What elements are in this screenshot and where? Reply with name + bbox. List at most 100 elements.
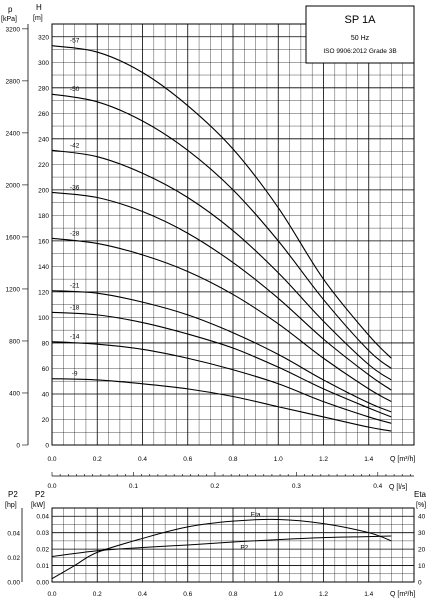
head-p-tick-label: 1600 — [6, 234, 21, 241]
head-chart-frame — [51, 23, 415, 446]
head-curve — [51, 45, 392, 359]
power-eta-tick-label: 30 — [418, 530, 426, 537]
head-curve — [51, 311, 392, 418]
head-h-tick-label: 320 — [38, 34, 49, 41]
power-kw-tick-label: 0.02 — [36, 547, 49, 554]
head-curve-label: -9 — [72, 371, 78, 378]
head-h-tick-label: 120 — [38, 289, 49, 296]
power-left-axis-unit: [hp] — [5, 502, 17, 509]
head-curve — [51, 378, 392, 432]
power-chart-grid — [21, 507, 415, 583]
head-p-tick-label: 0 — [16, 443, 20, 450]
power-curves — [51, 518, 392, 580]
power-x-axis-label: Q [m³/h] — [390, 591, 415, 598]
power-right-axis-symbol: Eta — [414, 490, 427, 499]
info-box-frequency: 50 Hz — [351, 35, 370, 42]
head-x-tick-label: 1.0 — [274, 456, 283, 463]
head-left-axis-symbol: p — [8, 5, 13, 14]
head-h-tick-label: 20 — [42, 417, 50, 424]
power-right-axis-unit: [%] — [416, 502, 426, 509]
head-curve — [51, 237, 392, 403]
power-x-tick-label: 1.4 — [364, 591, 373, 598]
info-box: SP 1A 50 Hz ISO 9906:2012 Grade 3B — [305, 5, 415, 64]
head-curve-label: -57 — [70, 38, 80, 45]
flow-axis-tick-label: 0.0 — [47, 483, 56, 490]
head-p-tick-label: 2000 — [6, 182, 21, 189]
power-left2-axis-symbol: P2 — [35, 490, 45, 499]
info-box-standard: ISO 9906:2012 Grade 3B — [323, 48, 396, 55]
p2-curve-label: P2 — [240, 544, 248, 551]
head-right-axis-symbol: H — [36, 3, 42, 12]
head-h-tick-label: 260 — [38, 111, 49, 118]
head-curve-label: -18 — [70, 304, 80, 311]
head-x-tick-label: 1.4 — [364, 456, 373, 463]
power-x-tick-label: 0.6 — [183, 591, 192, 598]
head-p-tick-label: 2400 — [6, 130, 21, 137]
power-hp-tick-label: 0.00 — [7, 580, 20, 587]
power-kw-tick-label: 0.04 — [36, 514, 49, 521]
power-x-tick-label: 1.2 — [319, 591, 328, 598]
power-x-tick-label: 0.2 — [93, 591, 102, 598]
flow-axis-tick-label: 0.1 — [129, 483, 138, 490]
power-kw-tick-label: 0.00 — [36, 580, 49, 587]
power-hp-tick-label: 0.02 — [7, 555, 20, 562]
head-left-axis-unit: [kPa] — [1, 16, 17, 23]
head-curve — [51, 191, 392, 391]
head-h-tick-label: 300 — [38, 60, 49, 67]
power-x-tick-label: 0.4 — [138, 591, 147, 598]
head-p-tick-label: 1200 — [6, 286, 21, 293]
head-x-tick-label: 0.4 — [138, 456, 147, 463]
head-chart-grid — [22, 23, 415, 477]
head-curve — [51, 93, 392, 369]
flow-axis-tick-label: 0.3 — [292, 483, 301, 490]
curve-labels: -57 -50 -42 -36 -28 -21 -18 -14 -9 Eta P2 — [70, 38, 261, 552]
power-eta-tick-label: 10 — [418, 563, 426, 570]
head-p-tick-label: 800 — [9, 338, 20, 345]
head-p-tick-label: 3200 — [6, 26, 21, 33]
head-x-tick-label: 0.6 — [183, 456, 192, 463]
head-x-tick-label: 0.8 — [228, 456, 237, 463]
eta-curve-label: Eta — [251, 512, 261, 519]
head-x-tick-label: 0.2 — [93, 456, 102, 463]
head-x-axis-label: Q [m³/h] — [390, 456, 415, 463]
head-curve-label: -21 — [70, 283, 80, 290]
p2-curve — [51, 535, 392, 558]
power-x-tick-label: 0.8 — [228, 591, 237, 598]
head-h-tick-label: 0 — [45, 443, 49, 450]
power-x-tick-label: 1.0 — [274, 591, 283, 598]
power-x-tick-label: 0.0 — [47, 591, 56, 598]
power-eta-tick-label: 20 — [418, 547, 426, 554]
head-h-tick-label: 40 — [42, 391, 50, 398]
head-curve-label: -42 — [70, 142, 80, 149]
head-curve-label: -36 — [70, 184, 80, 191]
head-h-tick-label: 160 — [38, 238, 49, 245]
power-kw-tick-label: 0.03 — [36, 530, 49, 537]
head-h-tick-label: 60 — [42, 366, 50, 373]
head-h-tick-label: 140 — [38, 264, 49, 271]
head-curve — [51, 149, 392, 381]
head-curve-label: -28 — [70, 230, 80, 237]
flow-axis-tick-label: 0.2 — [210, 483, 219, 490]
power-left-axis-symbol: P2 — [8, 490, 18, 499]
head-h-tick-label: 180 — [38, 213, 49, 220]
head-x-tick-label: 0.0 — [47, 456, 56, 463]
eta-curve — [51, 518, 392, 580]
power-eta-tick-label: 0 — [418, 580, 422, 587]
head-p-tick-label: 2800 — [6, 78, 21, 85]
head-curve — [51, 290, 392, 413]
info-box-title: SP 1A — [345, 14, 377, 26]
head-h-tick-label: 280 — [38, 85, 49, 92]
head-curve-label: -50 — [70, 86, 80, 93]
head-h-tick-label: 80 — [42, 340, 50, 347]
head-curve-label: -14 — [70, 334, 80, 341]
power-chart-frame — [51, 507, 415, 583]
head-curve — [51, 341, 392, 424]
head-h-tick-label: 240 — [38, 136, 49, 143]
flow-axis-tick-label: 0.4 — [373, 483, 382, 490]
head-h-tick-label: 100 — [38, 315, 49, 322]
head-h-tick-label: 200 — [38, 187, 49, 194]
power-eta-tick-label: 40 — [418, 514, 426, 521]
head-h-tick-label: 220 — [38, 162, 49, 169]
